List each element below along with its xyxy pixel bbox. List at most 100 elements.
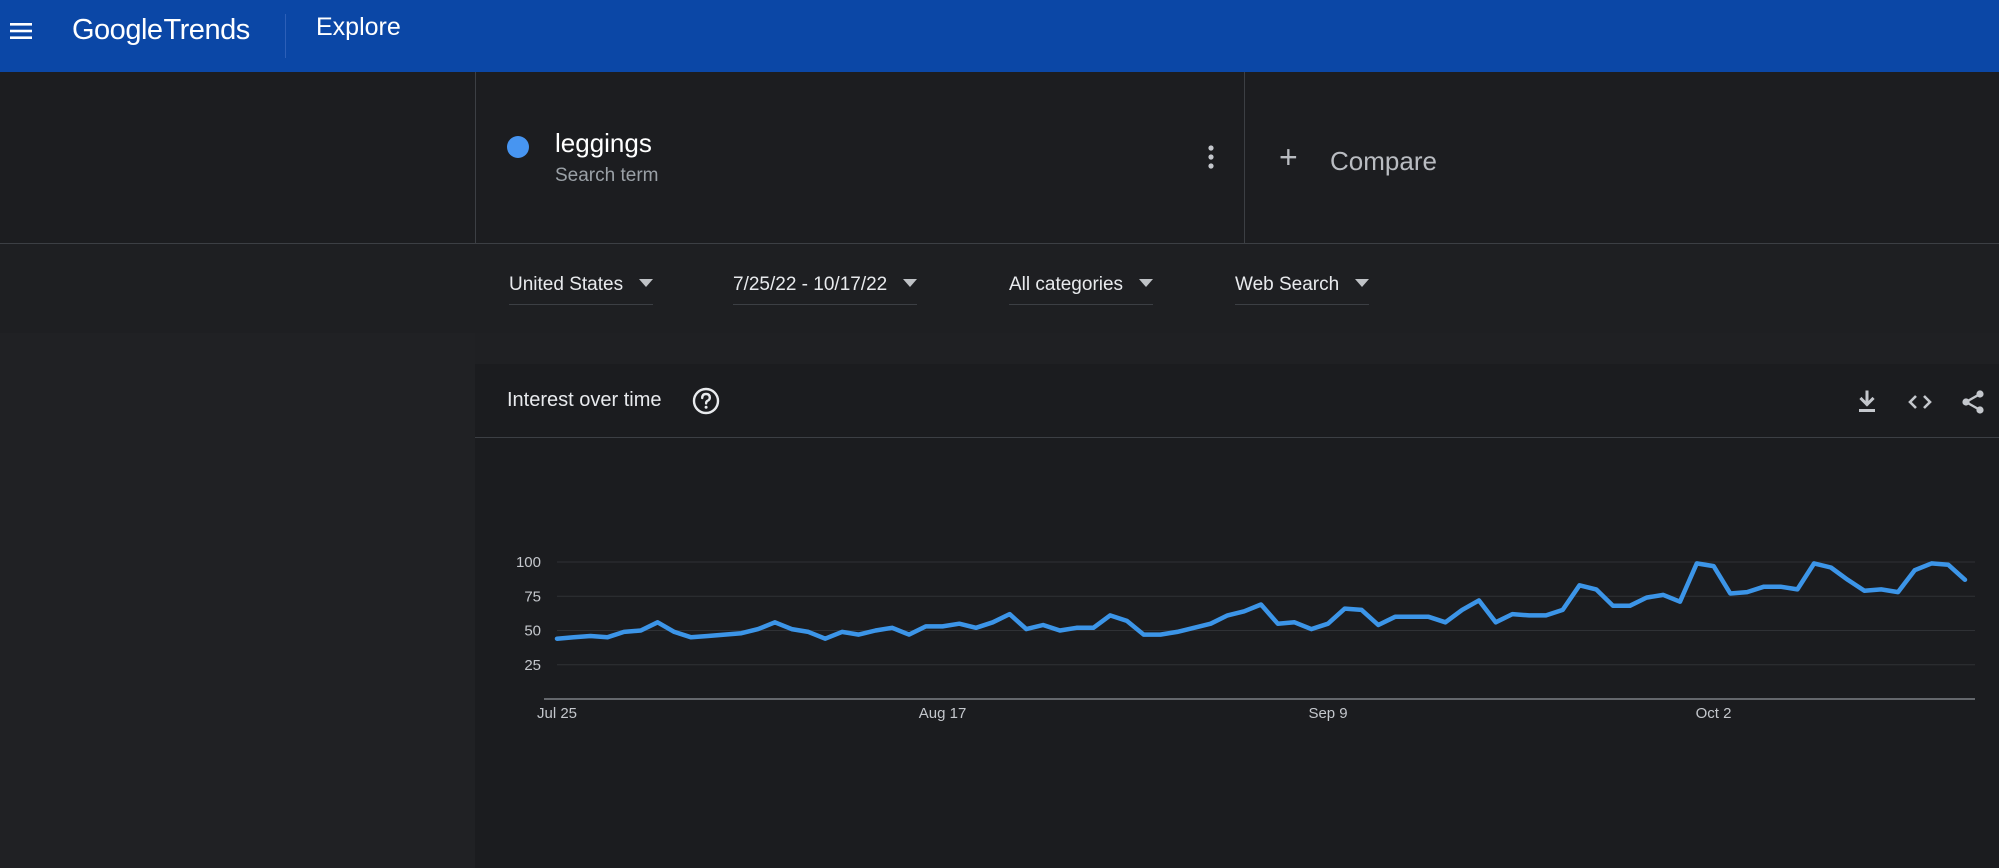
data-point[interactable] [1506, 608, 1518, 620]
data-point[interactable] [1238, 605, 1250, 617]
more-vert-icon[interactable] [1206, 144, 1216, 170]
data-point[interactable] [702, 630, 714, 642]
date-range-filter[interactable]: 7/25/22 - 10/17/22 [733, 274, 918, 305]
data-point[interactable] [869, 625, 881, 637]
data-point[interactable] [920, 620, 932, 632]
data-point[interactable] [1004, 608, 1016, 620]
add-icon[interactable]: + [1279, 139, 1298, 175]
data-point[interactable] [635, 625, 647, 637]
data-point[interactable] [1641, 592, 1653, 604]
region-filter[interactable]: United States [509, 274, 654, 305]
data-point[interactable] [1188, 622, 1200, 634]
data-point[interactable] [1892, 586, 1904, 598]
data-point[interactable] [1154, 629, 1166, 641]
data-point[interactable] [1389, 611, 1401, 623]
data-point[interactable] [1305, 623, 1317, 635]
data-point[interactable] [1456, 604, 1468, 616]
google-trends-logo[interactable]: GoogleTrends [72, 14, 250, 47]
data-point[interactable] [1808, 557, 1820, 569]
data-point[interactable] [886, 622, 898, 634]
data-point[interactable] [1573, 579, 1585, 591]
data-point[interactable] [1121, 615, 1133, 627]
data-point[interactable] [1624, 600, 1636, 612]
data-point[interactable] [1925, 557, 1937, 569]
data-point[interactable] [1439, 616, 1451, 628]
data-point[interactable] [1909, 564, 1921, 576]
data-point[interactable] [953, 618, 965, 630]
data-point[interactable] [1775, 581, 1787, 593]
compare-card[interactable]: + Compare [1244, 72, 1999, 243]
data-point[interactable] [903, 629, 915, 641]
data-point[interactable] [1758, 581, 1770, 593]
search-type-filter[interactable]: Web Search [1235, 274, 1370, 305]
data-point[interactable] [1171, 626, 1183, 638]
data-point[interactable] [735, 627, 747, 639]
data-point[interactable] [652, 616, 664, 628]
data-point[interactable] [752, 623, 764, 635]
data-point[interactable] [853, 629, 865, 641]
data-point[interactable] [551, 633, 563, 645]
data-point[interactable] [937, 620, 949, 632]
download-icon[interactable] [1853, 388, 1881, 416]
category-filter[interactable]: All categories [1009, 274, 1154, 305]
search-term-card[interactable]: leggings Search term [475, 72, 1245, 243]
data-point[interactable] [1540, 609, 1552, 621]
data-point[interactable] [719, 629, 731, 641]
search-term-name[interactable]: leggings [555, 128, 652, 158]
data-point[interactable] [1842, 574, 1854, 586]
data-point[interactable] [970, 622, 982, 634]
data-point[interactable] [568, 631, 580, 643]
data-point[interactable] [1020, 623, 1032, 635]
data-point[interactable] [1708, 560, 1720, 572]
data-point[interactable] [769, 616, 781, 628]
data-point[interactable] [1557, 604, 1569, 616]
data-point[interactable] [1221, 609, 1233, 621]
data-point[interactable] [819, 633, 831, 645]
data-point[interactable] [1087, 622, 1099, 634]
data-point[interactable] [585, 630, 597, 642]
data-point[interactable] [1205, 618, 1217, 630]
data-point[interactable] [1037, 619, 1049, 631]
data-point[interactable] [1322, 618, 1334, 630]
data-point[interactable] [1473, 594, 1485, 606]
data-point[interactable] [1942, 559, 1954, 571]
data-point[interactable] [1858, 585, 1870, 597]
data-point[interactable] [987, 616, 999, 628]
data-point[interactable] [1406, 611, 1418, 623]
data-point[interactable] [786, 623, 798, 635]
embed-icon[interactable] [1906, 388, 1934, 416]
data-point[interactable] [1959, 574, 1971, 586]
data-point[interactable] [685, 631, 697, 643]
data-point[interactable] [618, 626, 630, 638]
series-line-leggings[interactable] [554, 561, 1968, 641]
data-point[interactable] [802, 626, 814, 638]
data-point[interactable] [1791, 583, 1803, 595]
data-point[interactable] [1523, 609, 1535, 621]
data-point[interactable] [836, 626, 848, 638]
share-icon[interactable] [1959, 388, 1987, 416]
data-point[interactable] [1138, 629, 1150, 641]
data-point[interactable] [668, 626, 680, 638]
data-point[interactable] [1356, 604, 1368, 616]
data-point[interactable] [1590, 583, 1602, 595]
data-point[interactable] [1104, 609, 1116, 621]
data-point[interactable] [1289, 616, 1301, 628]
data-point[interactable] [1825, 561, 1837, 573]
data-point[interactable] [1875, 583, 1887, 595]
compare-button[interactable]: Compare [1330, 146, 1437, 176]
data-point[interactable] [1490, 616, 1502, 628]
data-point[interactable] [1741, 586, 1753, 598]
help-icon[interactable] [691, 386, 721, 416]
data-point[interactable] [1071, 622, 1083, 634]
data-point[interactable] [1339, 603, 1351, 615]
data-point[interactable] [1657, 589, 1669, 601]
data-point[interactable] [601, 631, 613, 643]
data-point[interactable] [1255, 598, 1267, 610]
data-point[interactable] [1724, 588, 1736, 600]
data-point[interactable] [1054, 625, 1066, 637]
data-point[interactable] [1272, 618, 1284, 630]
menu-icon[interactable] [8, 18, 34, 44]
data-point[interactable] [1674, 596, 1686, 608]
data-point[interactable] [1372, 619, 1384, 631]
data-point[interactable] [1423, 611, 1435, 623]
